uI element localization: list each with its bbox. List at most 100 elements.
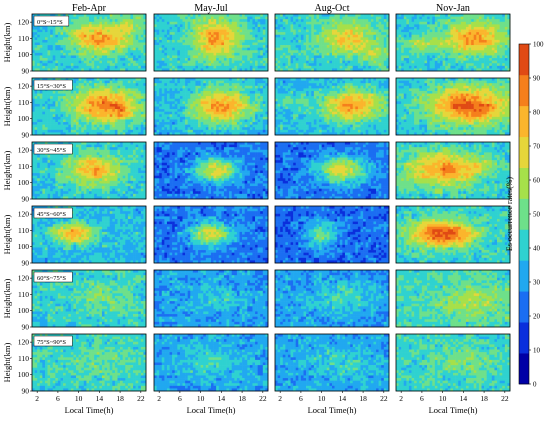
heatmap-cell xyxy=(118,94,121,97)
heatmap-cell xyxy=(185,58,188,61)
heatmap-cell xyxy=(92,58,95,61)
heatmap-cell xyxy=(35,53,38,56)
heatmap-cell xyxy=(500,58,503,61)
heatmap-cell xyxy=(314,30,317,33)
heatmap-cell xyxy=(99,104,102,107)
heatmap-cell xyxy=(482,48,485,51)
heatmap-cell xyxy=(55,40,58,43)
heatmap-cell xyxy=(350,30,353,33)
heatmap-cell xyxy=(296,30,299,33)
heatmap-cell xyxy=(227,45,230,48)
heatmap-cell xyxy=(110,104,113,107)
heatmap-cell xyxy=(414,37,417,40)
heatmap-cell xyxy=(232,53,235,56)
heatmap-cell xyxy=(492,50,495,53)
heatmap-cell xyxy=(50,114,53,117)
heatmap-cell xyxy=(458,32,461,35)
heatmap-cell xyxy=(361,63,364,66)
heatmap-cell xyxy=(363,61,366,64)
heatmap-cell xyxy=(358,32,361,35)
heatmap-cell xyxy=(440,58,443,61)
heatmap-cell xyxy=(81,125,84,128)
heatmap-cell xyxy=(86,55,89,58)
heatmap-cell xyxy=(399,27,402,30)
heatmap-cell xyxy=(97,127,100,130)
heatmap-cell xyxy=(206,22,209,25)
heatmap-cell xyxy=(425,63,428,66)
heatmap-cell xyxy=(376,43,379,46)
heatmap-cell xyxy=(120,40,123,43)
heatmap-cell xyxy=(138,58,141,61)
heatmap-cell xyxy=(406,63,409,66)
heatmap-cell xyxy=(502,27,505,30)
heatmap-cell xyxy=(190,66,193,69)
heatmap-cell xyxy=(130,22,133,25)
heatmap-cell xyxy=(185,55,188,58)
heatmap-cell xyxy=(479,40,482,43)
heatmap-cell xyxy=(371,27,374,30)
heatmap-cell xyxy=(419,58,422,61)
heatmap-cell xyxy=(245,27,248,30)
heatmap-cell xyxy=(278,35,281,38)
heatmap-cell xyxy=(208,30,211,33)
heatmap-cell xyxy=(414,35,417,38)
heatmap-cell xyxy=(381,32,384,35)
heatmap-cell xyxy=(32,35,35,38)
heatmap-cell xyxy=(306,22,309,25)
heatmap-cell xyxy=(40,27,43,30)
heatmap-cell xyxy=(309,30,312,33)
heatmap-cell xyxy=(234,22,237,25)
heatmap-cell xyxy=(252,32,255,35)
heatmap-cell xyxy=(97,53,100,56)
heatmap-cell xyxy=(471,48,474,51)
heatmap-cell xyxy=(245,61,248,64)
heatmap-cell xyxy=(102,50,105,53)
heatmap-cell xyxy=(97,55,100,58)
heatmap-cell xyxy=(71,114,74,117)
heatmap-cell xyxy=(159,14,162,17)
heatmap-cell xyxy=(92,45,95,48)
heatmap-cell xyxy=(94,122,97,125)
heatmap-cell xyxy=(345,22,348,25)
heatmap-cell xyxy=(401,32,404,35)
heatmap-cell xyxy=(494,35,497,38)
heatmap-cell xyxy=(164,40,167,43)
heatmap-cell xyxy=(327,14,330,17)
heatmap-cell xyxy=(247,66,250,69)
heatmap-cell xyxy=(484,66,487,69)
heatmap-cell xyxy=(379,24,382,27)
heatmap-cell xyxy=(50,66,53,69)
heatmap-cell xyxy=(376,22,379,25)
heatmap-cell xyxy=(110,40,113,43)
heatmap-cell xyxy=(448,30,451,33)
heatmap-cell xyxy=(283,22,286,25)
heatmap-cell xyxy=(401,27,404,30)
heatmap-cell xyxy=(115,86,118,89)
heatmap-cell xyxy=(324,37,327,40)
heatmap-cell xyxy=(497,40,500,43)
heatmap-cell xyxy=(188,58,191,61)
heatmap-cell xyxy=(232,55,235,58)
heatmap-cell xyxy=(381,66,384,69)
heatmap-cell xyxy=(381,22,384,25)
heatmap-cell xyxy=(170,61,173,64)
heatmap-cell xyxy=(497,37,500,40)
heatmap-cell xyxy=(250,58,253,61)
heatmap-cell xyxy=(361,45,364,48)
heatmap-cell xyxy=(293,24,296,27)
heatmap-cell xyxy=(335,27,338,30)
heatmap-cell xyxy=(141,19,144,22)
heatmap-cell xyxy=(476,19,479,22)
heatmap-cell xyxy=(53,66,56,69)
heatmap-cell xyxy=(340,17,343,20)
heatmap-cell xyxy=(92,66,95,69)
heatmap-cell xyxy=(107,27,110,30)
heatmap-cell xyxy=(409,58,412,61)
heatmap-cell xyxy=(298,58,301,61)
heatmap-cell xyxy=(443,43,446,46)
heatmap-cell xyxy=(94,27,97,30)
heatmap-cell xyxy=(99,55,102,58)
heatmap-cell xyxy=(73,45,76,48)
heatmap-cell xyxy=(381,63,384,66)
heatmap-cell xyxy=(301,35,304,38)
